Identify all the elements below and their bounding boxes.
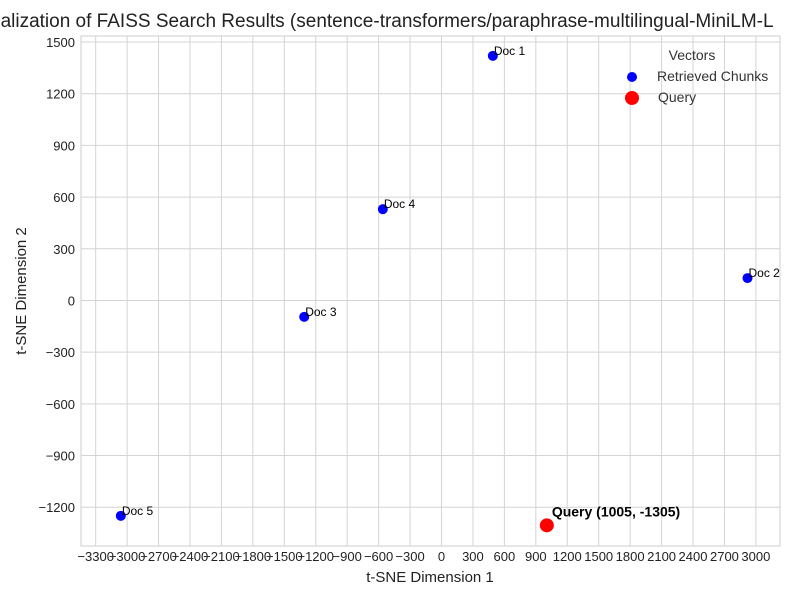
y-tick-label: 900 — [53, 138, 75, 153]
y-tick-label: 0 — [68, 293, 75, 308]
doc-point-label: Doc 4 — [384, 197, 416, 211]
legend-label-query: Query — [658, 89, 696, 105]
x-tick-label: −2700 — [140, 549, 177, 564]
y-tick-label: 300 — [53, 242, 75, 257]
x-tick-label: 2400 — [679, 549, 708, 564]
x-tick-label: −1800 — [235, 549, 272, 564]
legend-marker-query — [625, 91, 639, 105]
x-tick-label: 1200 — [553, 549, 582, 564]
doc-point — [377, 204, 388, 215]
x-tick-label: −3300 — [77, 549, 114, 564]
x-tick-label: −1200 — [297, 549, 334, 564]
x-tick-label: −3000 — [109, 549, 146, 564]
x-axis-label: t-SNE Dimension 1 — [366, 569, 494, 586]
x-tick-label: 2100 — [647, 549, 676, 564]
x-tick-label: 300 — [462, 549, 484, 564]
x-tick-label: −1500 — [266, 549, 303, 564]
y-tick-label: −1200 — [38, 500, 75, 515]
y-tick-label: −300 — [46, 345, 75, 360]
tick-labels: −3300−3000−2700−2400−2100−1800−1500−1200… — [38, 35, 770, 564]
doc-point — [487, 50, 498, 61]
legend-label-retrieved: Retrieved Chunks — [657, 68, 768, 84]
x-tick-label: 0 — [438, 549, 445, 564]
doc-point-label: Doc 3 — [305, 305, 337, 319]
x-tick-label: 3000 — [741, 549, 770, 564]
doc-point — [742, 273, 753, 284]
legend: Vectors Retrieved Chunks Query — [625, 47, 768, 105]
doc-point — [115, 510, 126, 521]
x-tick-label: 600 — [494, 549, 516, 564]
x-tick-label: −600 — [364, 549, 393, 564]
x-tick-label: 900 — [525, 549, 547, 564]
y-tick-label: 600 — [53, 190, 75, 205]
legend-marker-retrieved — [627, 72, 637, 82]
x-tick-label: 1800 — [616, 549, 645, 564]
data-points: Doc 1 Doc 2 Doc 3 Doc 4 Doc 5 Query (1005, -1… — [115, 44, 781, 533]
x-tick-label: 1500 — [584, 549, 613, 564]
y-tick-label: −900 — [46, 449, 75, 464]
y-axis-label: t-SNE Dimension 2 — [13, 227, 30, 355]
x-tick-label: −900 — [333, 549, 362, 564]
query-point — [539, 518, 554, 533]
x-tick-label: −300 — [395, 549, 424, 564]
legend-title: Vectors — [669, 47, 716, 63]
y-tick-label: −600 — [46, 397, 75, 412]
doc-point-label: Doc 2 — [749, 266, 781, 280]
x-tick-label: 2700 — [710, 549, 739, 564]
grid — [81, 36, 780, 546]
doc-point-label: Doc 5 — [122, 504, 154, 518]
x-tick-label: −2100 — [203, 549, 240, 564]
plot-area — [80, 35, 781, 547]
query-point-label: Query (1005, -1305) — [552, 503, 680, 519]
y-tick-label: 1200 — [46, 87, 75, 102]
chart-title: ualization of FAISS Search Results (sent… — [0, 11, 774, 32]
y-tick-label: 1500 — [46, 35, 75, 50]
doc-point-label: Doc 1 — [494, 44, 526, 58]
doc-point — [299, 311, 310, 322]
x-tick-label: −2400 — [172, 549, 209, 564]
